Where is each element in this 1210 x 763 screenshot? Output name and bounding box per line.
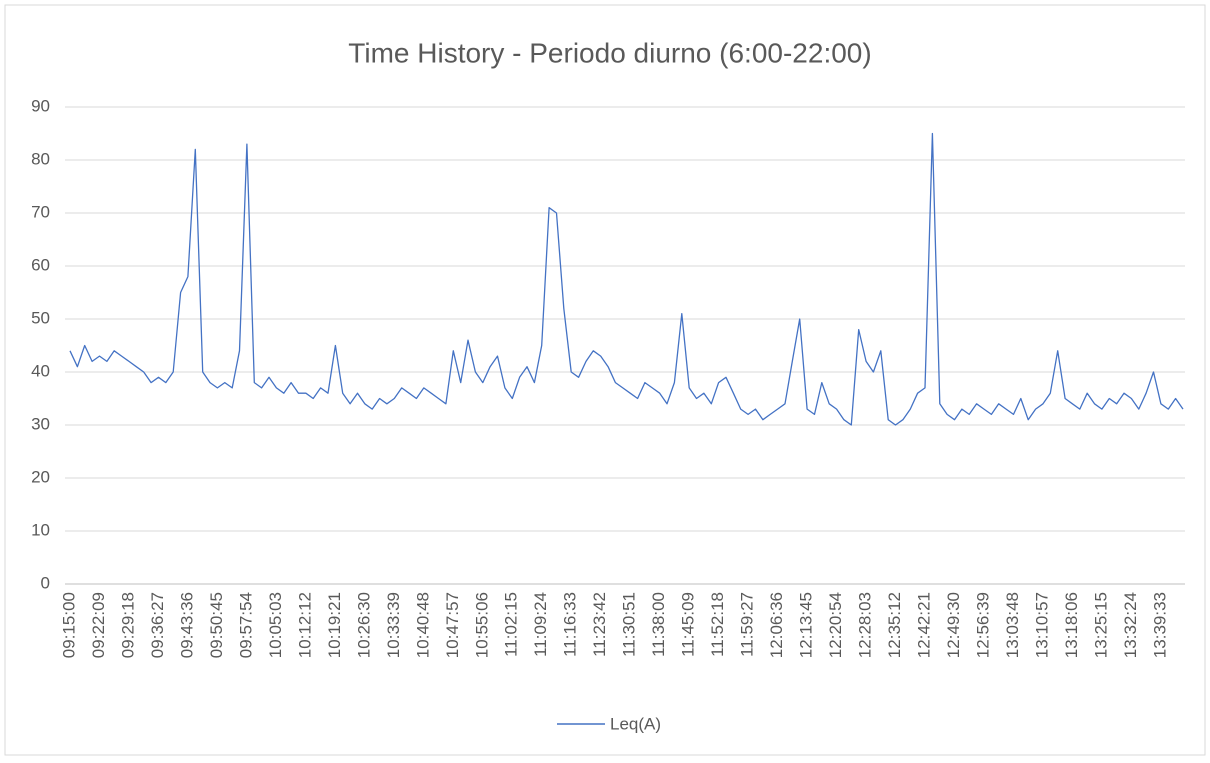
y-tick-label: 30 [31, 414, 50, 433]
x-tick-label: 10:33:39 [384, 592, 403, 658]
x-tick-label: 12:42:21 [915, 592, 934, 658]
chart-frame [4, 4, 1206, 756]
x-tick-label: 13:32:24 [1121, 592, 1140, 658]
x-tick-label: 12:49:30 [944, 592, 963, 658]
y-tick-label: 0 [41, 573, 50, 592]
x-tick-label: 10:26:30 [354, 592, 373, 658]
x-tick-label: 12:56:39 [973, 592, 992, 658]
y-tick-label: 40 [31, 361, 50, 380]
x-tick-label: 10:12:12 [295, 592, 314, 658]
x-tick-label: 11:59:27 [738, 592, 757, 657]
x-tick-label: 11:23:42 [590, 592, 609, 657]
chart-title: Time History - Periodo diurno (6:00-22:0… [348, 37, 871, 68]
legend-label: Leq(A) [610, 714, 661, 733]
y-tick-label: 50 [31, 308, 50, 327]
x-tick-label: 13:39:33 [1150, 592, 1169, 658]
x-tick-label: 13:10:57 [1032, 592, 1051, 658]
x-tick-label: 11:09:24 [531, 592, 550, 657]
x-tick-label: 09:29:18 [118, 592, 137, 658]
x-tick-label: 13:18:06 [1062, 592, 1081, 658]
y-tick-label: 60 [31, 255, 50, 274]
x-tick-label: 12:06:36 [767, 592, 786, 658]
x-tick-label: 12:20:54 [826, 592, 845, 658]
data-line [69, 132, 1184, 426]
x-tick-label: 09:50:45 [207, 592, 226, 658]
y-tick-label: 90 [31, 96, 50, 115]
x-tick-label: 09:36:27 [148, 592, 167, 658]
x-tick-label: 10:47:57 [443, 592, 462, 658]
x-tick-label: 11:38:00 [649, 592, 668, 657]
y-tick-label: 20 [31, 467, 50, 486]
y-tick-label: 80 [31, 149, 50, 168]
x-tick-label: 10:55:06 [472, 592, 491, 658]
x-tick-label: 09:22:09 [89, 592, 108, 658]
x-tick-label: 13:25:15 [1091, 592, 1110, 658]
x-tick-label: 12:13:45 [797, 592, 816, 658]
x-tick-label: 11:45:09 [679, 592, 698, 657]
x-tick-label: 11:16:33 [561, 592, 580, 657]
x-tick-label: 09:57:54 [236, 592, 255, 658]
x-tick-label: 11:30:51 [620, 592, 639, 657]
y-tick-label: 70 [31, 202, 50, 221]
x-tick-label: 11:52:18 [708, 592, 727, 657]
x-tick-label: 10:19:21 [325, 592, 344, 658]
x-tick-label: 10:40:48 [413, 592, 432, 658]
x-tick-label: 09:43:36 [177, 592, 196, 658]
y-tick-label: 10 [31, 520, 50, 539]
x-tick-label: 10:05:03 [266, 592, 285, 658]
x-tick-label: 11:02:15 [502, 592, 521, 657]
x-tick-label: 13:03:48 [1003, 592, 1022, 658]
x-tick-label: 12:35:12 [885, 592, 904, 658]
x-tick-label: 12:28:03 [856, 592, 875, 658]
x-tick-label: 09:15:00 [59, 592, 78, 658]
